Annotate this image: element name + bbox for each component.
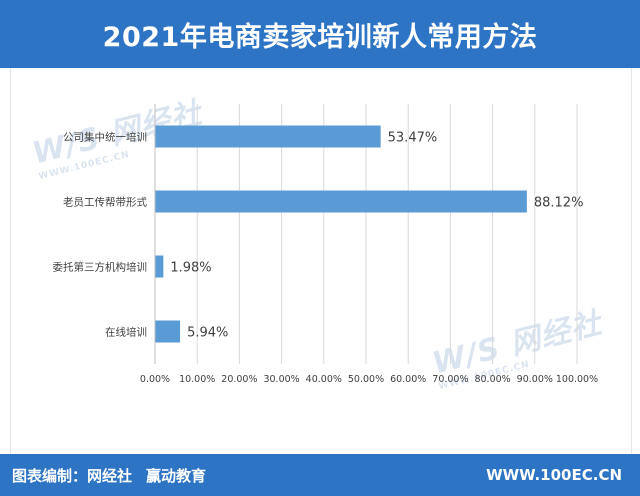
x-tick-label: 30.00% bbox=[263, 374, 299, 385]
category-label: 委托第三方机构培训 bbox=[53, 261, 148, 274]
bar bbox=[155, 125, 381, 148]
bar bbox=[155, 320, 181, 343]
footer-site: WWW.100EC.CN bbox=[486, 466, 622, 484]
footer-credit-prefix: 图表编制：网经社 bbox=[12, 466, 133, 485]
x-tick-label: 80.00% bbox=[474, 374, 510, 385]
x-tick-label: 20.00% bbox=[221, 374, 257, 385]
category-label: 老员工传帮带形式 bbox=[63, 196, 147, 209]
data-label: 88.12% bbox=[534, 196, 584, 211]
plot-panel: W/S 网经社 WWW.100EC.CN W/S 网经社 WWW.100EC.C… bbox=[10, 68, 632, 454]
category-label: 在线培训 bbox=[105, 326, 147, 339]
x-tick-label: 10.00% bbox=[179, 374, 215, 385]
x-tick-label: 100.00% bbox=[556, 374, 598, 385]
x-tick-label: 60.00% bbox=[390, 374, 426, 385]
x-tick-label: 0.00% bbox=[140, 374, 170, 385]
footer-bar: 图表编制：网经社 赢动教育 WWW.100EC.CN bbox=[0, 454, 640, 496]
x-tick-label: 50.00% bbox=[348, 374, 384, 385]
data-label: 53.47% bbox=[388, 131, 438, 146]
footer-credit: 图表编制：网经社 赢动教育 bbox=[12, 465, 206, 486]
page-title: 2021年电商卖家培训新人常用方法 bbox=[0, 0, 640, 68]
bar bbox=[155, 190, 527, 213]
x-tick-label: 70.00% bbox=[432, 374, 468, 385]
bar-chart: 0.00% 10.00% 20.00% 30.00% 40.00% 50.00% 60.00… bbox=[53, 104, 598, 385]
x-tick-label: 90.00% bbox=[517, 374, 553, 385]
bar bbox=[155, 255, 164, 278]
footer-credit-partner: 赢动教育 bbox=[146, 466, 207, 485]
data-label: 1.98% bbox=[170, 261, 211, 276]
data-label: 5.94% bbox=[187, 326, 228, 341]
x-tick-label: 40.00% bbox=[306, 374, 342, 385]
category-label: 公司集中统一培训 bbox=[63, 131, 147, 144]
